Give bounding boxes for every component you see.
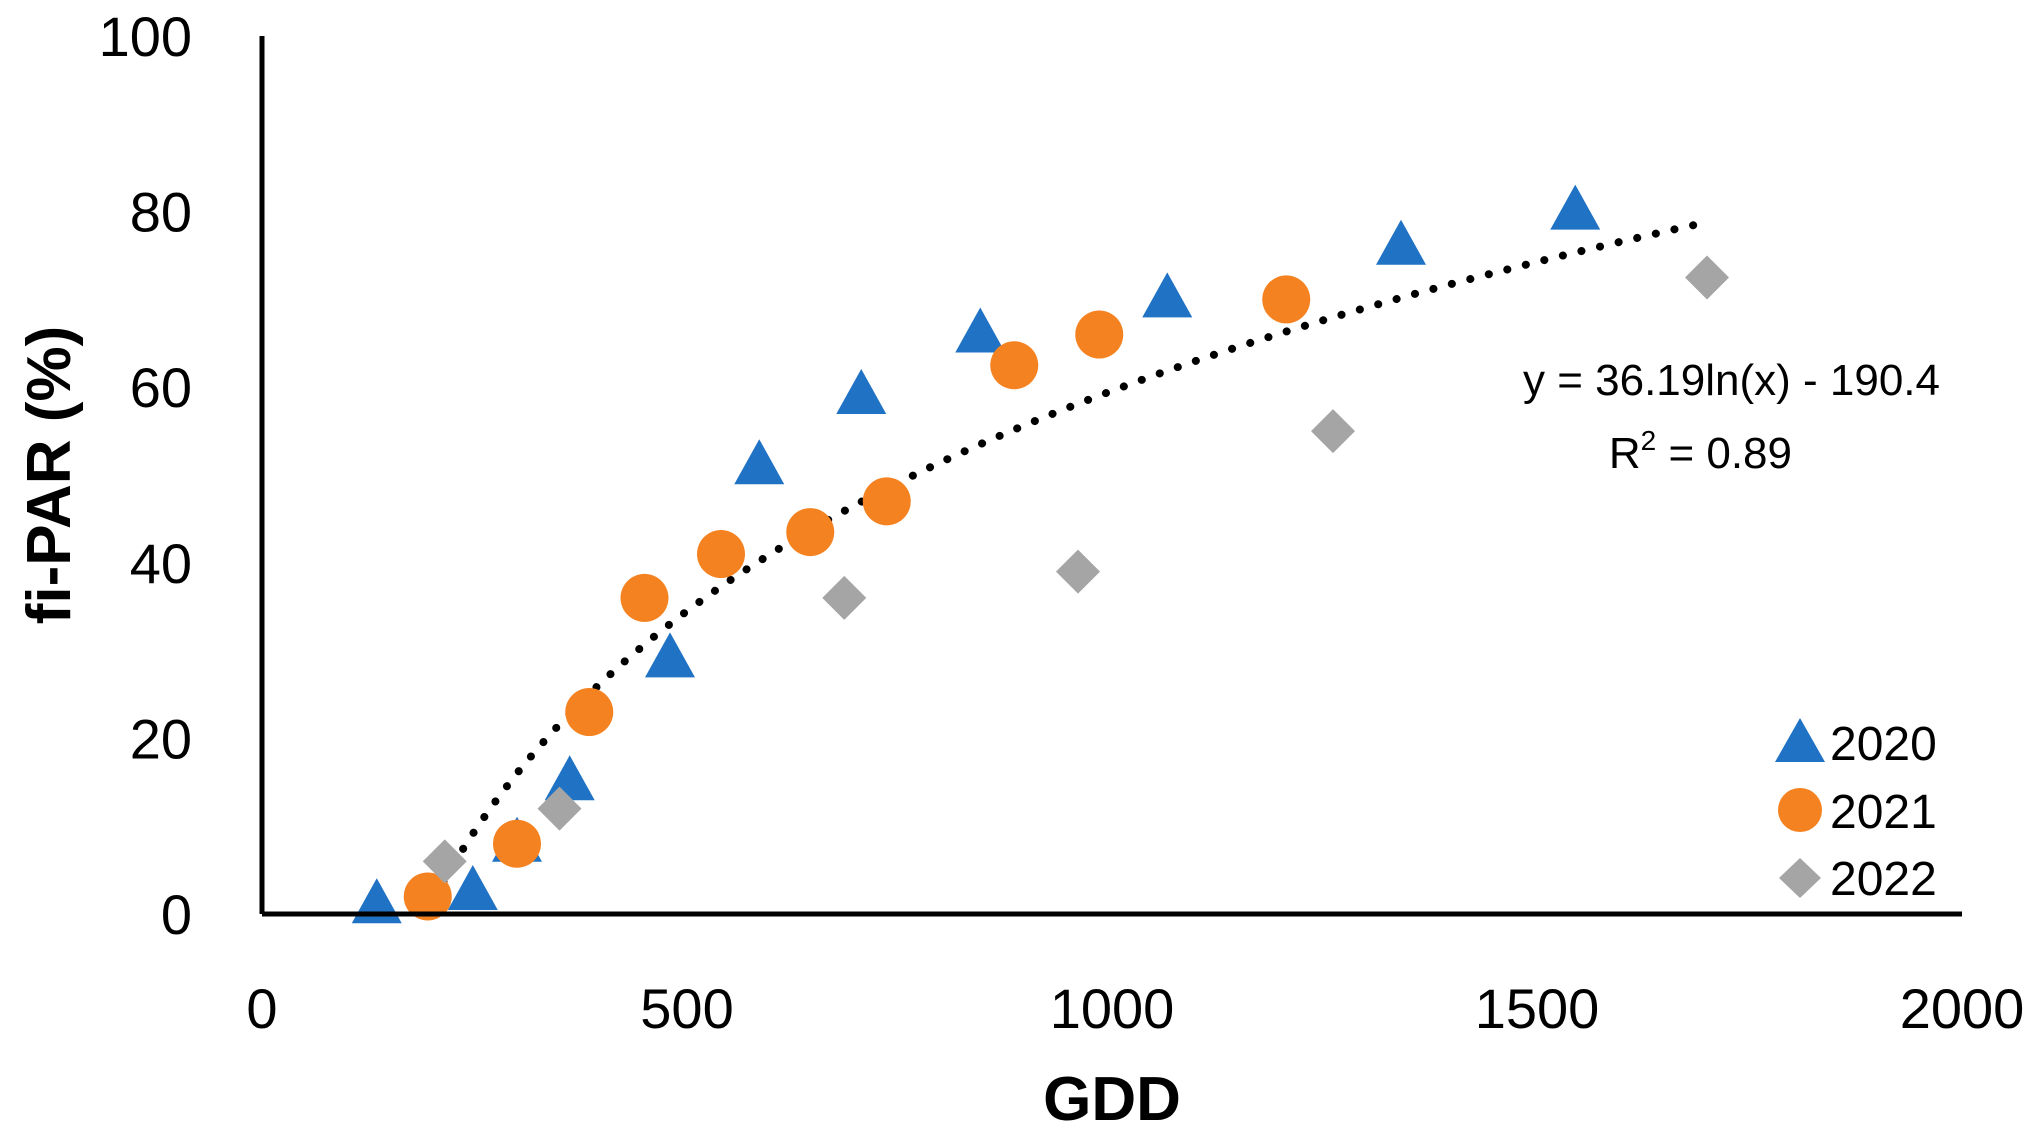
y-tick-label: 20 <box>130 707 192 770</box>
legend-item-2022: 2022 <box>1779 853 1937 906</box>
point-2020 <box>1376 219 1426 265</box>
legend-label-2022: 2022 <box>1830 853 1937 906</box>
point-2022 <box>1685 255 1729 300</box>
point-2021 <box>403 872 452 921</box>
point-2020 <box>734 439 785 485</box>
y-tick-label: 40 <box>130 532 192 595</box>
point-2020 <box>1550 184 1601 230</box>
legend-item-2021: 2021 <box>1778 786 1937 839</box>
point-2021 <box>1075 310 1124 359</box>
x-axis-title: GDD <box>1043 1065 1181 1130</box>
trendline-r-squared: R2 = 0.89 <box>1609 425 1792 478</box>
r2-prefix: R <box>1609 429 1641 478</box>
legend-marker-2020 <box>1775 718 1825 762</box>
point-2021 <box>990 341 1039 390</box>
point-2021 <box>493 819 541 868</box>
point-2022 <box>1056 549 1100 594</box>
y-tick-label: 100 <box>99 5 192 68</box>
legend-label-2020: 2020 <box>1830 718 1937 771</box>
x-tick-label: 0 <box>246 977 277 1040</box>
y-tick-label: 0 <box>161 883 192 946</box>
point-2022 <box>1311 409 1355 454</box>
axes <box>259 36 1962 917</box>
point-2021 <box>786 508 835 557</box>
point-2021 <box>565 688 614 737</box>
x-tick-label: 1000 <box>1050 977 1175 1040</box>
point-2022 <box>822 575 867 620</box>
legend-label-2021: 2021 <box>1830 786 1937 839</box>
point-2021 <box>620 573 669 622</box>
point-2021 <box>697 530 745 579</box>
point-2020 <box>447 865 498 911</box>
x-tick-label: 2000 <box>1900 977 2025 1040</box>
trendline-equation: y = 36.19ln(x) - 190.4 <box>1523 356 1940 405</box>
legend-item-2020: 2020 <box>1775 718 1937 771</box>
point-2021 <box>862 477 911 526</box>
point-2020 <box>544 755 595 801</box>
x-tick-label: 1500 <box>1475 977 1600 1040</box>
legend-marker-2022 <box>1779 858 1821 898</box>
legend-marker-2021 <box>1778 788 1822 832</box>
point-2020 <box>836 368 887 414</box>
y-axis-title: fi-PAR (%) <box>15 326 84 624</box>
point-2020 <box>955 307 1006 353</box>
y-tick-label: 60 <box>130 356 192 419</box>
legend: 2020 2021 2022 <box>1775 718 1937 906</box>
point-2021 <box>1262 275 1311 324</box>
r2-superscript: 2 <box>1641 425 1657 456</box>
point-2020 <box>1142 272 1193 318</box>
y-tick-label: 80 <box>130 181 192 244</box>
data-points <box>351 184 1729 924</box>
trendline-group <box>419 220 1703 918</box>
tick-labels: 0 500 1000 1500 2000 0 20 40 60 80 100 <box>99 5 2025 1040</box>
point-2022 <box>537 786 582 831</box>
point-2022 <box>422 839 467 884</box>
trendline <box>419 220 1703 918</box>
point-2020 <box>645 632 695 678</box>
r2-suffix: = 0.89 <box>1656 429 1792 478</box>
x-tick-label: 500 <box>640 977 733 1040</box>
